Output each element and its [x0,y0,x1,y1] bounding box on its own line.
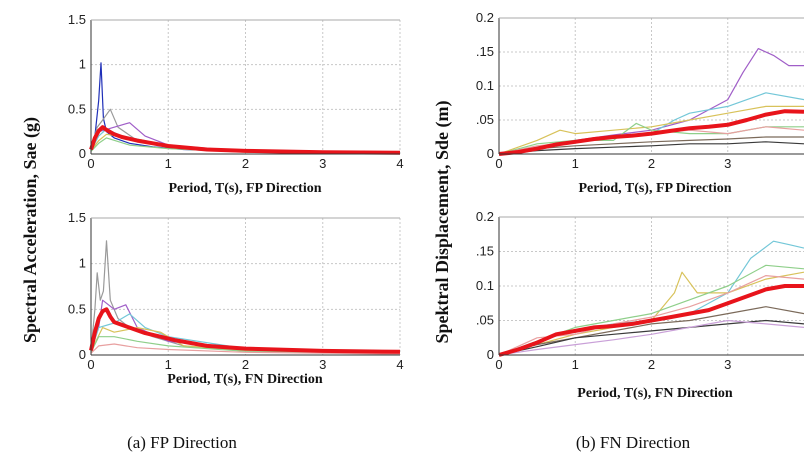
x-tick-label: 2 [242,357,249,372]
chart-sd-fp: 0 1 2 3 0 .05 0.1 .15 0.2 Period, T(s), FP Direc… [476,10,804,196]
record-spectrum-line [90,343,401,355]
y-tick-label: 0.2 [476,10,494,25]
x-tick-label: 0 [87,357,94,372]
record-spectrum-line [498,306,804,356]
record-spectrum-line [90,240,401,354]
x-tick-label: 0 [495,357,502,372]
x-tick-label: 0 [87,156,94,171]
x-tick-label: 1 [165,357,172,372]
x-tick-label: 0 [495,156,502,171]
y-axis-label-right: Spektral Displacement, Sde (m) [432,101,453,344]
y-tick-label: 0 [79,347,86,362]
record-spectrum-line [498,105,804,155]
y-tick-label: 1 [79,256,86,271]
caption-left: (a) FP Direction [127,433,237,452]
x-tick-label: 3 [724,156,731,171]
y-axis-label-left: Spectral Acceleration, Sae (g) [20,117,41,343]
x-axis-label: Period, T(s), FN Direction [577,386,733,401]
y-tick-label: .05 [476,112,494,127]
x-tick-label: 1 [165,156,172,171]
y-tick-label: 0.2 [476,209,494,224]
x-tick-label: 4 [396,156,403,171]
record-spectrum-line [498,319,804,356]
x-tick-label: 3 [319,156,326,171]
record-spectrum-line [498,141,804,155]
chart-sa-fp: 0 1 2 3 4 0 0.5 1 1.5 Period, T(s), FP Direction [68,12,404,196]
y-tick-label: .15 [476,44,494,59]
x-tick-label: 3 [319,357,326,372]
y-tick-label: 1 [79,57,86,72]
x-tick-label: 3 [724,357,731,372]
mean-spectrum-line [89,307,401,354]
x-axis-label: Period, T(s), FN Direction [167,372,323,387]
x-tick-label: 1 [572,156,579,171]
x-axis-label: Period, T(s), FP Direction [168,181,321,196]
x-tick-label: 2 [648,156,655,171]
record-spectrum-line [498,319,804,356]
mean-spectrum-line [498,284,804,357]
y-tick-label: 1.5 [68,210,86,225]
y-tick-label: 0 [79,146,86,161]
chart-sd-fn: 0 1 2 3 0 .05 0.1 .15 0.2 Period, T(s), FN Direc… [476,209,804,401]
y-tick-label: 0.1 [476,278,494,293]
y-tick-label: .15 [476,244,494,259]
y-tick-label: 0 [487,146,494,161]
x-tick-label: 2 [242,156,249,171]
y-tick-label: 0.5 [68,101,86,116]
mean-spectrum-line [498,109,804,156]
x-tick-label: 2 [648,357,655,372]
y-tick-label: 0 [487,347,494,362]
y-tick-label: 0.5 [68,301,86,316]
x-axis-label: Period, T(s), FP Direction [578,181,731,196]
record-spectrum-line [498,271,804,356]
record-spectrum-line [90,108,401,154]
caption-right: (b) FN Direction [576,433,691,452]
y-tick-label: 0.1 [476,78,494,93]
y-tick-label: 1.5 [68,12,86,27]
y-tick-label: .05 [476,313,494,328]
chart-sa-fn: 0 1 2 3 4 0 0.5 1 1.5 Period, T(s), FN Direction [68,210,404,387]
record-spectrum-line [90,336,401,354]
mean-spectrum-line [89,125,401,155]
x-tick-label: 4 [396,357,403,372]
x-tick-label: 1 [572,357,579,372]
